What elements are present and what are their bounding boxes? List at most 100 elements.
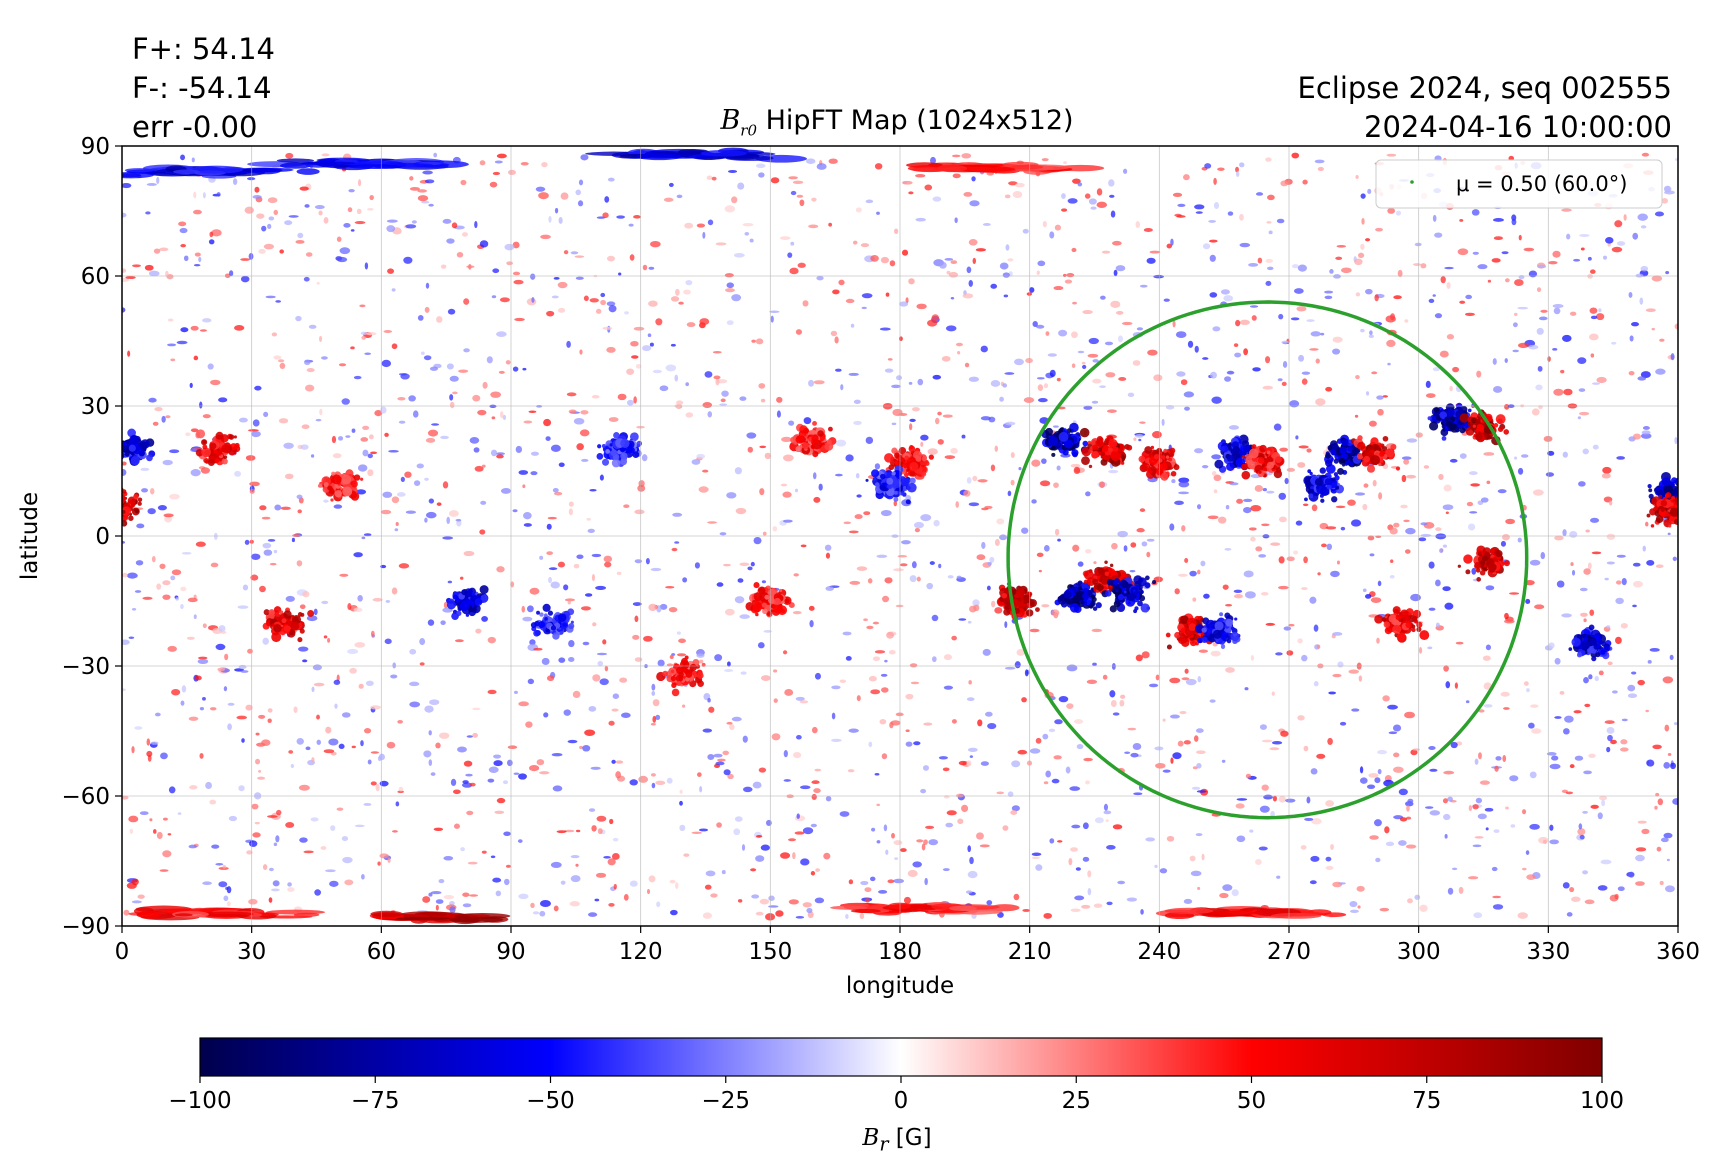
field-speck <box>1546 752 1557 756</box>
active-region-pixel <box>216 450 223 456</box>
field-speck <box>1321 543 1327 548</box>
field-speck <box>1301 654 1308 662</box>
active-region-pixel <box>207 459 215 466</box>
field-speck <box>463 550 475 557</box>
field-speck <box>1280 180 1289 187</box>
field-speck <box>263 549 273 556</box>
field-speck <box>202 414 211 419</box>
field-speck <box>122 541 126 544</box>
active-region-pixel <box>1080 600 1085 605</box>
field-speck <box>545 436 551 441</box>
active-region-pixel <box>1180 636 1186 641</box>
field-speck <box>1176 215 1186 218</box>
run-label: Eclipse 2024, seq 002555 <box>1297 71 1672 105</box>
field-speck <box>929 561 935 565</box>
field-speck <box>288 215 299 218</box>
field-speck <box>1404 319 1409 323</box>
field-speck <box>1112 240 1122 246</box>
field-speck <box>269 562 277 566</box>
field-speck <box>514 317 525 322</box>
field-speck <box>570 855 580 859</box>
field-speck <box>1484 807 1494 812</box>
field-speck <box>384 638 392 645</box>
field-speck <box>1265 258 1274 264</box>
field-speck <box>481 850 487 854</box>
field-speck <box>1661 198 1668 204</box>
field-speck <box>1201 465 1209 469</box>
field-speck <box>1649 648 1660 652</box>
field-speck <box>652 699 660 707</box>
field-speck <box>1604 577 1609 581</box>
field-speck <box>1641 152 1650 157</box>
field-speck <box>333 504 343 509</box>
field-speck <box>1599 795 1608 801</box>
field-speck <box>1196 569 1201 575</box>
field-speck <box>1377 749 1388 755</box>
field-speck <box>198 256 202 263</box>
field-speck <box>344 879 354 886</box>
field-speck <box>578 179 584 186</box>
polar-field-streak <box>251 168 281 175</box>
field-speck <box>1500 691 1510 697</box>
field-speck <box>1635 881 1645 886</box>
active-region-pixel <box>1307 469 1312 474</box>
field-speck <box>1231 889 1239 897</box>
field-speck <box>1573 710 1582 714</box>
field-speck <box>956 575 962 580</box>
field-speck <box>567 739 578 744</box>
field-speck <box>656 901 661 908</box>
field-speck <box>1077 350 1085 354</box>
field-speck <box>1326 543 1333 551</box>
field-speck <box>1108 179 1115 187</box>
field-speck <box>1213 177 1217 185</box>
field-speck <box>1398 840 1407 846</box>
field-speck <box>856 566 868 571</box>
field-speck <box>1608 500 1613 506</box>
polar-field-streak <box>1209 910 1261 915</box>
field-speck <box>831 712 836 720</box>
active-region-pixel <box>1331 496 1338 503</box>
field-speck <box>845 914 849 920</box>
active-region-pixel <box>201 439 208 446</box>
field-speck <box>535 186 546 192</box>
active-region-pixel <box>223 455 228 460</box>
field-speck <box>788 420 795 426</box>
active-region-pixel <box>1023 601 1028 605</box>
field-speck <box>912 861 922 868</box>
field-speck <box>726 320 734 326</box>
field-speck <box>1235 171 1240 177</box>
field-speck <box>190 428 199 433</box>
active-region-pixel <box>1374 614 1384 624</box>
polar-field-streak <box>346 164 402 169</box>
field-speck <box>392 662 397 669</box>
field-speck <box>1225 667 1235 673</box>
active-region-pixel <box>102 507 105 510</box>
field-speck <box>525 721 533 728</box>
active-region-pixel <box>1266 450 1271 455</box>
field-speck <box>659 385 669 392</box>
field-speck <box>698 828 709 832</box>
field-speck <box>448 510 459 517</box>
field-speck <box>543 418 552 427</box>
field-speck <box>595 585 607 590</box>
active-region-pixel <box>1095 439 1104 448</box>
field-speck <box>240 670 249 673</box>
field-speck <box>757 642 765 649</box>
field-speck <box>720 398 726 403</box>
field-speck <box>134 726 143 730</box>
field-speck <box>908 278 915 285</box>
field-speck <box>1177 203 1186 207</box>
active-region-pixel <box>1201 636 1208 643</box>
field-speck <box>1320 332 1325 336</box>
field-speck <box>1233 343 1239 348</box>
field-speck <box>1236 835 1246 843</box>
field-speck <box>1639 297 1644 305</box>
field-speck <box>411 220 417 224</box>
field-speck <box>1504 612 1509 620</box>
field-speck <box>1047 353 1057 357</box>
field-speck <box>845 298 855 304</box>
field-speck <box>488 766 499 773</box>
field-speck <box>1492 904 1504 910</box>
polar-field-streak <box>279 162 311 169</box>
field-speck <box>642 264 648 271</box>
